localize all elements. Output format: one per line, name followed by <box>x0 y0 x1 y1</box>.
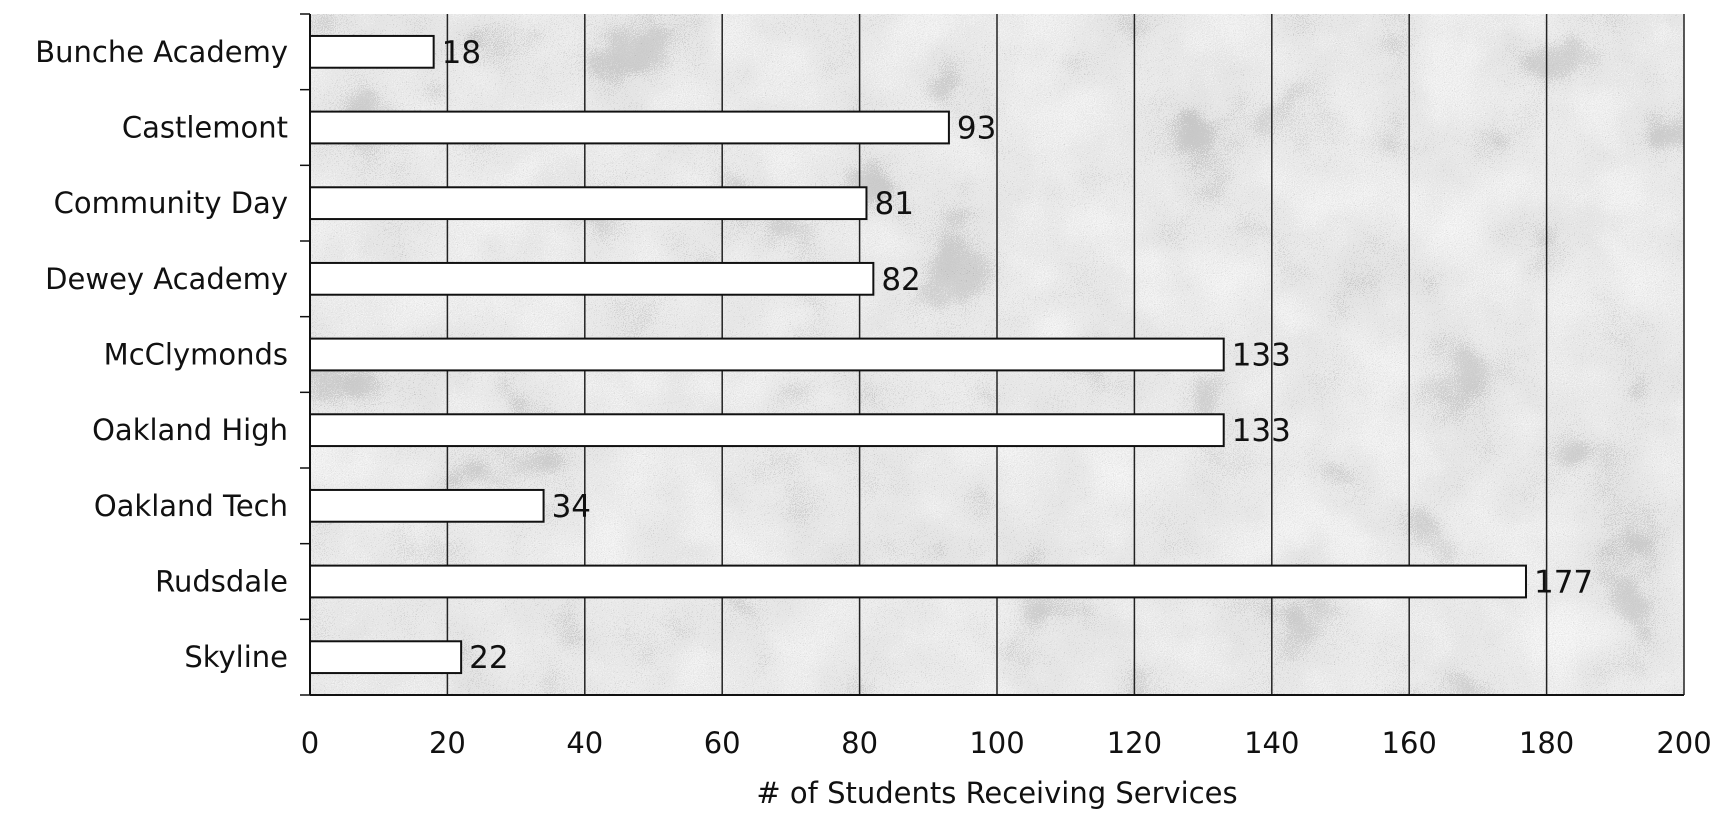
x-tick-label: 160 <box>1382 726 1437 760</box>
bar <box>309 413 1225 448</box>
x-tick-label: 180 <box>1519 726 1574 760</box>
category-label: Skyline <box>184 640 288 674</box>
x-tick-label: 40 <box>566 726 603 760</box>
x-tick-label: 20 <box>429 726 466 760</box>
x-tick-label: 0 <box>301 726 319 760</box>
category-label: McClymonds <box>104 338 288 372</box>
bar <box>309 110 950 145</box>
bar <box>309 640 463 675</box>
data-label: 177 <box>1534 565 1593 601</box>
bar <box>309 186 868 221</box>
category-label: Bunche Academy <box>35 35 288 69</box>
data-label: 82 <box>881 262 920 298</box>
data-label: 133 <box>1232 413 1291 449</box>
data-label: 133 <box>1232 338 1291 374</box>
x-axis-title: # of Students Receiving Services <box>756 776 1237 809</box>
data-label: 18 <box>442 35 481 71</box>
x-tick-label: 60 <box>704 726 741 760</box>
category-label: Oakland Tech <box>94 489 288 523</box>
data-label: 81 <box>874 186 913 222</box>
data-label: 34 <box>552 489 591 525</box>
bar <box>309 488 545 523</box>
category-label: Community Day <box>54 186 288 220</box>
category-label: Dewey Academy <box>45 262 288 296</box>
data-label: 22 <box>469 640 508 676</box>
bar <box>309 564 1527 599</box>
bars <box>309 34 1527 675</box>
x-tick-label: 100 <box>969 726 1024 760</box>
category-label: Oakland High <box>92 413 288 447</box>
x-tick-label: 140 <box>1244 726 1299 760</box>
bar <box>309 34 435 69</box>
x-tick-label: 80 <box>841 726 878 760</box>
x-tick-label: 200 <box>1656 726 1710 760</box>
category-label: Rudsdale <box>155 565 288 599</box>
bar <box>309 261 875 296</box>
labels: 0 20 40 60 80 100 120 140 160 180 200 Bunche Academ… <box>35 35 1710 760</box>
category-label: Castlemont <box>122 111 288 145</box>
bar <box>309 337 1225 372</box>
x-tick-label: 120 <box>1107 726 1162 760</box>
data-label: 93 <box>957 111 996 147</box>
